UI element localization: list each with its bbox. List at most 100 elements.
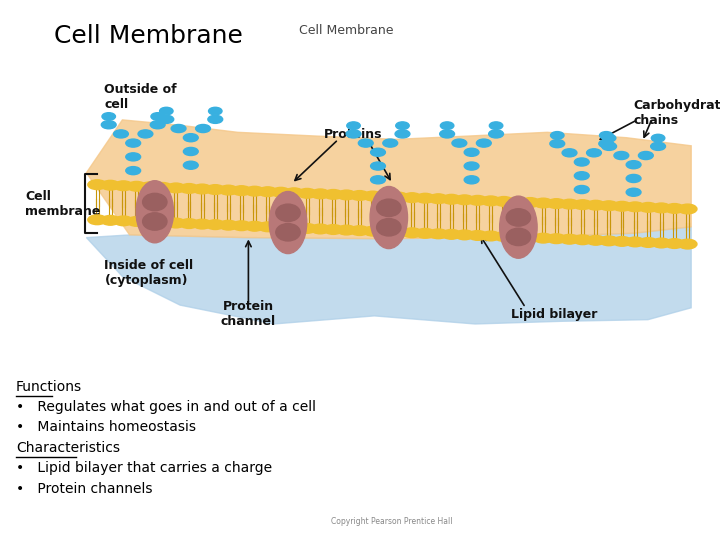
Ellipse shape — [495, 232, 513, 241]
Ellipse shape — [377, 219, 401, 236]
Ellipse shape — [521, 233, 539, 242]
Ellipse shape — [626, 174, 641, 183]
Ellipse shape — [193, 184, 212, 194]
Ellipse shape — [490, 122, 503, 130]
Ellipse shape — [500, 196, 537, 258]
Ellipse shape — [550, 140, 564, 147]
Ellipse shape — [613, 201, 631, 211]
Ellipse shape — [665, 204, 684, 213]
Ellipse shape — [495, 197, 513, 206]
Ellipse shape — [441, 122, 454, 130]
Ellipse shape — [377, 199, 401, 217]
Ellipse shape — [614, 152, 629, 159]
Ellipse shape — [442, 230, 461, 239]
Ellipse shape — [395, 130, 410, 138]
Ellipse shape — [547, 234, 566, 244]
Ellipse shape — [396, 122, 409, 130]
Ellipse shape — [184, 147, 198, 156]
Ellipse shape — [159, 116, 174, 123]
Ellipse shape — [153, 218, 172, 227]
Ellipse shape — [652, 238, 671, 248]
Ellipse shape — [639, 238, 657, 247]
Polygon shape — [86, 227, 691, 324]
Ellipse shape — [506, 209, 531, 226]
Ellipse shape — [160, 107, 173, 115]
Ellipse shape — [208, 116, 222, 123]
Ellipse shape — [383, 139, 397, 147]
Ellipse shape — [206, 220, 225, 229]
Ellipse shape — [416, 193, 435, 203]
Ellipse shape — [626, 161, 641, 168]
Ellipse shape — [359, 139, 373, 147]
Ellipse shape — [219, 220, 238, 230]
Ellipse shape — [311, 224, 330, 234]
Ellipse shape — [101, 180, 120, 190]
Ellipse shape — [482, 196, 500, 206]
Ellipse shape — [364, 191, 382, 201]
Ellipse shape — [626, 237, 644, 247]
Ellipse shape — [337, 190, 356, 200]
Ellipse shape — [600, 201, 618, 211]
Ellipse shape — [127, 181, 146, 191]
Ellipse shape — [613, 237, 631, 246]
Ellipse shape — [575, 158, 589, 166]
Ellipse shape — [136, 181, 174, 243]
Ellipse shape — [402, 228, 421, 238]
Ellipse shape — [534, 233, 553, 243]
Ellipse shape — [143, 213, 167, 230]
Ellipse shape — [258, 187, 277, 197]
Ellipse shape — [626, 188, 641, 196]
Ellipse shape — [140, 217, 159, 227]
Ellipse shape — [311, 189, 330, 199]
Ellipse shape — [337, 225, 356, 235]
Ellipse shape — [547, 199, 566, 208]
Ellipse shape — [678, 204, 697, 214]
Ellipse shape — [639, 202, 657, 212]
Ellipse shape — [477, 139, 491, 147]
Ellipse shape — [464, 148, 479, 156]
Ellipse shape — [126, 139, 140, 147]
Ellipse shape — [377, 192, 395, 201]
Ellipse shape — [276, 204, 300, 221]
Ellipse shape — [377, 227, 395, 237]
Ellipse shape — [206, 185, 225, 194]
Ellipse shape — [350, 191, 369, 200]
Ellipse shape — [455, 230, 474, 240]
Ellipse shape — [508, 232, 526, 242]
Ellipse shape — [573, 235, 592, 245]
Ellipse shape — [602, 143, 616, 150]
Ellipse shape — [586, 200, 605, 210]
Ellipse shape — [102, 121, 116, 129]
Ellipse shape — [246, 221, 264, 231]
Ellipse shape — [88, 215, 107, 225]
Ellipse shape — [114, 130, 128, 138]
Ellipse shape — [652, 134, 665, 142]
Ellipse shape — [284, 188, 303, 198]
Ellipse shape — [140, 182, 159, 192]
Ellipse shape — [575, 172, 589, 180]
Ellipse shape — [193, 219, 212, 229]
Text: •   Regulates what goes in and out of a cell: • Regulates what goes in and out of a ce… — [16, 400, 316, 414]
Text: •   Lipid bilayer that carries a charge: • Lipid bilayer that carries a charge — [16, 461, 272, 475]
Ellipse shape — [651, 143, 665, 150]
Ellipse shape — [346, 130, 361, 138]
Ellipse shape — [390, 227, 408, 237]
Ellipse shape — [180, 219, 199, 228]
Ellipse shape — [127, 217, 146, 226]
Ellipse shape — [184, 134, 198, 141]
Text: Functions: Functions — [16, 380, 82, 394]
Ellipse shape — [390, 192, 408, 202]
Ellipse shape — [626, 202, 644, 212]
Ellipse shape — [209, 107, 222, 115]
Ellipse shape — [573, 200, 592, 210]
Ellipse shape — [232, 221, 251, 231]
Ellipse shape — [562, 149, 577, 157]
Ellipse shape — [575, 186, 589, 193]
Ellipse shape — [440, 130, 454, 138]
Ellipse shape — [271, 222, 290, 232]
Text: •   Protein channels: • Protein channels — [16, 482, 153, 496]
Ellipse shape — [219, 185, 238, 195]
Ellipse shape — [166, 218, 185, 228]
Ellipse shape — [678, 239, 697, 249]
Ellipse shape — [196, 125, 210, 132]
